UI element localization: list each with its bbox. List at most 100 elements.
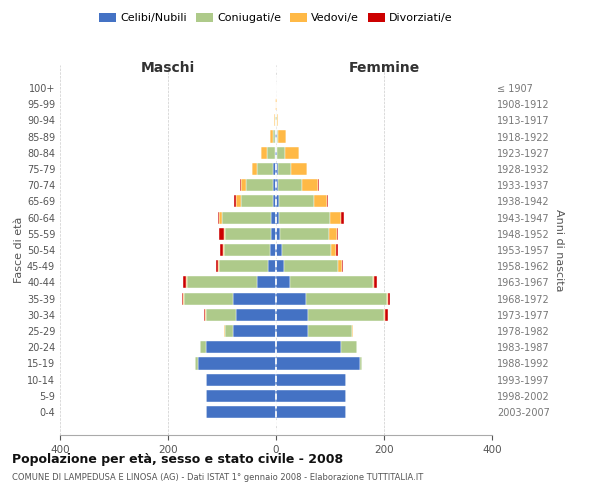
- Bar: [276, 228, 280, 240]
- Bar: [276, 325, 308, 337]
- Bar: [215, 260, 218, 272]
- Bar: [220, 244, 223, 256]
- Bar: [222, 212, 271, 224]
- Bar: [206, 341, 276, 353]
- Bar: [306, 292, 387, 304]
- Bar: [285, 146, 299, 159]
- Bar: [198, 358, 276, 370]
- Bar: [274, 114, 275, 126]
- Bar: [224, 325, 225, 337]
- Bar: [223, 244, 224, 256]
- Bar: [267, 146, 275, 159]
- Bar: [274, 179, 276, 191]
- Bar: [184, 292, 233, 304]
- Bar: [262, 146, 267, 159]
- Bar: [271, 228, 276, 240]
- Bar: [373, 276, 374, 288]
- Bar: [205, 309, 206, 321]
- Bar: [235, 309, 276, 321]
- Bar: [308, 309, 384, 321]
- Bar: [252, 163, 257, 175]
- Bar: [276, 196, 278, 207]
- Bar: [278, 196, 314, 207]
- Bar: [276, 292, 306, 304]
- Bar: [314, 196, 328, 207]
- Bar: [302, 179, 318, 191]
- Bar: [276, 374, 346, 386]
- Bar: [187, 276, 257, 288]
- Bar: [182, 292, 183, 304]
- Bar: [278, 163, 291, 175]
- Bar: [276, 244, 283, 256]
- Bar: [274, 163, 276, 175]
- Bar: [276, 390, 346, 402]
- Bar: [203, 309, 205, 321]
- Bar: [276, 260, 284, 272]
- Bar: [276, 276, 290, 288]
- Bar: [218, 260, 220, 272]
- Bar: [220, 212, 222, 224]
- Bar: [278, 130, 286, 142]
- Bar: [308, 325, 352, 337]
- Bar: [337, 228, 338, 240]
- Bar: [233, 325, 276, 337]
- Bar: [271, 212, 276, 224]
- Bar: [283, 244, 331, 256]
- Bar: [331, 244, 337, 256]
- Bar: [276, 146, 277, 159]
- Text: Femmine: Femmine: [349, 61, 419, 75]
- Bar: [318, 179, 319, 191]
- Bar: [384, 309, 385, 321]
- Text: COMUNE DI LAMPEDUSA E LINOSA (AG) - Dati ISTAT 1° gennaio 2008 - Elaborazione TU: COMUNE DI LAMPEDUSA E LINOSA (AG) - Dati…: [12, 472, 423, 482]
- Bar: [280, 228, 329, 240]
- Bar: [206, 390, 276, 402]
- Bar: [274, 196, 276, 207]
- Bar: [269, 244, 276, 256]
- Legend: Celibi/Nubili, Coniugati/e, Vedovi/e, Divorziati/e: Celibi/Nubili, Coniugati/e, Vedovi/e, Di…: [95, 8, 457, 28]
- Bar: [225, 228, 271, 240]
- Bar: [276, 163, 278, 175]
- Bar: [278, 179, 302, 191]
- Bar: [277, 114, 278, 126]
- Bar: [284, 260, 338, 272]
- Bar: [337, 244, 338, 256]
- Bar: [240, 179, 241, 191]
- Bar: [330, 212, 341, 224]
- Bar: [235, 196, 241, 207]
- Bar: [218, 212, 220, 224]
- Bar: [206, 309, 235, 321]
- Bar: [225, 325, 233, 337]
- Bar: [329, 228, 337, 240]
- Bar: [195, 358, 198, 370]
- Y-axis label: Anni di nascita: Anni di nascita: [554, 209, 563, 291]
- Bar: [183, 276, 186, 288]
- Bar: [233, 292, 276, 304]
- Bar: [257, 163, 274, 175]
- Bar: [338, 260, 343, 272]
- Y-axis label: Fasce di età: Fasce di età: [14, 217, 24, 283]
- Text: Popolazione per età, sesso e stato civile - 2008: Popolazione per età, sesso e stato civil…: [12, 452, 343, 466]
- Bar: [276, 341, 341, 353]
- Bar: [276, 212, 278, 224]
- Bar: [268, 260, 276, 272]
- Bar: [341, 212, 343, 224]
- Bar: [224, 244, 269, 256]
- Bar: [241, 179, 247, 191]
- Bar: [220, 260, 268, 272]
- Bar: [273, 130, 275, 142]
- Bar: [341, 341, 357, 353]
- Bar: [270, 130, 273, 142]
- Bar: [241, 196, 274, 207]
- Bar: [277, 146, 285, 159]
- Bar: [275, 146, 276, 159]
- Bar: [276, 358, 360, 370]
- Bar: [290, 276, 373, 288]
- Bar: [387, 292, 388, 304]
- Text: Maschi: Maschi: [141, 61, 195, 75]
- Bar: [224, 228, 225, 240]
- Bar: [220, 228, 224, 240]
- Bar: [206, 374, 276, 386]
- Bar: [360, 358, 362, 370]
- Bar: [276, 309, 308, 321]
- Bar: [374, 276, 377, 288]
